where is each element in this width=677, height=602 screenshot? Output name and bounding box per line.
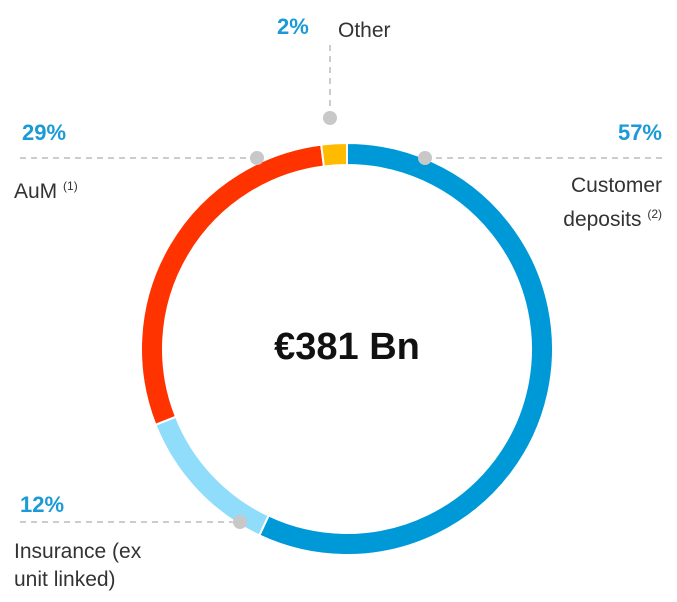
category-label: Customer deposits (2) [522,172,662,234]
donut-segment [320,141,348,168]
category-name: Other [338,19,391,42]
dot [233,515,247,529]
dots [233,111,432,529]
category-name: AuM [14,180,58,203]
center-label: €381 Bn [274,326,420,368]
dot [250,151,264,165]
category-label: AuM (1) [14,172,174,206]
donut-segment [154,415,270,537]
footnote: (2) [647,207,662,221]
value-label: 12% [20,492,65,517]
dot [418,151,432,165]
value-label: 57% [617,120,662,145]
value-label: 29% [22,120,67,145]
category-label: Other [338,17,458,45]
dot [323,111,337,125]
leader-lines [20,45,662,523]
footnote: (1) [63,179,78,193]
value-label: 2% [277,14,309,39]
category-label: Insurance (ex unit linked) [14,538,174,594]
category-name: Insurance (ex unit linked) [14,540,142,591]
category-name: Customer deposits [563,174,662,231]
